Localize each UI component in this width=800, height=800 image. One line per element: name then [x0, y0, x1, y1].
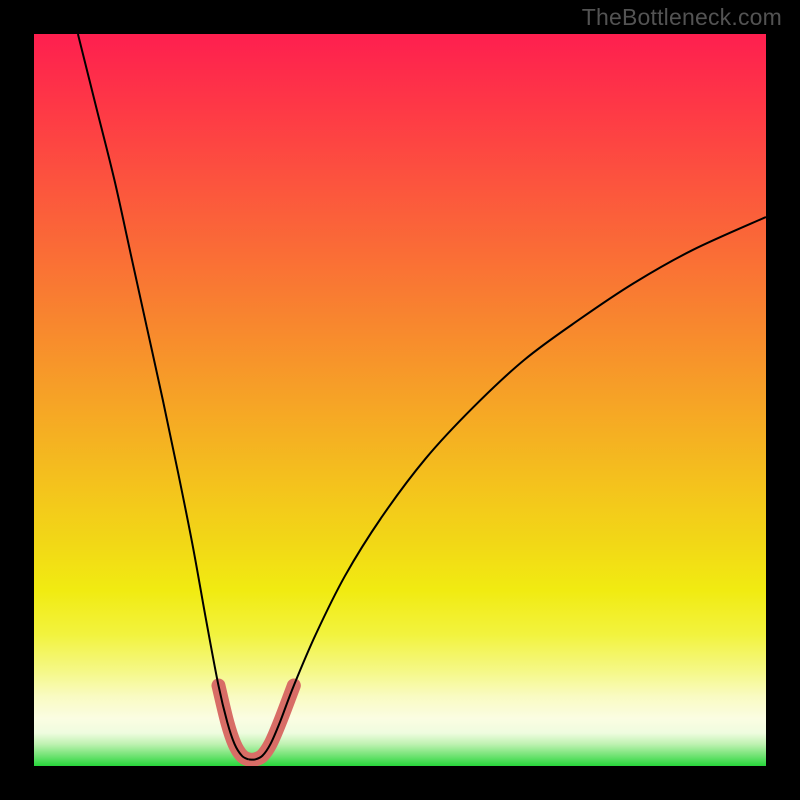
watermark-text: TheBottleneck.com	[582, 4, 782, 31]
chart-svg	[34, 34, 766, 766]
chart-background	[34, 34, 766, 766]
chart-plot-area	[34, 34, 766, 766]
